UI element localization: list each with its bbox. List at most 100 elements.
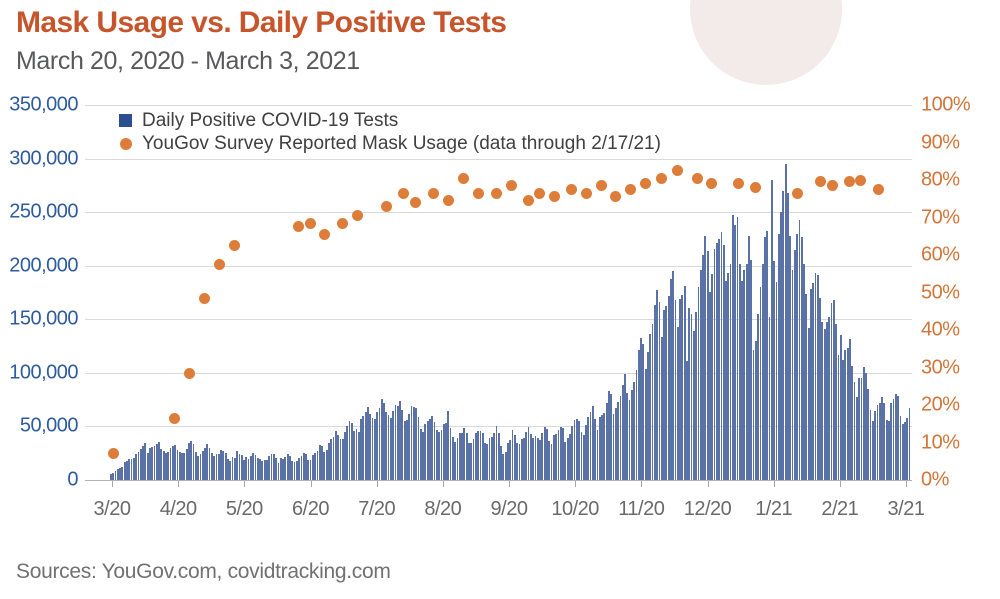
daily-tests-bar (890, 403, 893, 480)
x-axis-tickmark (641, 481, 643, 487)
daily-tests-bar (206, 444, 209, 480)
mask-usage-dot (672, 165, 684, 177)
daily-tests-bar (355, 429, 358, 480)
daily-tests-bar (610, 394, 613, 480)
daily-tests-bar (663, 310, 665, 480)
daily-tests-bar (846, 348, 849, 480)
daily-tests-bar (346, 426, 349, 480)
daily-tests-bar (261, 461, 264, 480)
daily-tests-bar (635, 370, 638, 480)
daily-tests-bar (897, 396, 899, 480)
daily-tests-bar (458, 433, 461, 480)
daily-tests-bar (231, 457, 234, 480)
daily-tests-bar (318, 445, 321, 480)
dot-series-swatch-icon (120, 137, 132, 150)
daily-tests-bar (240, 455, 243, 480)
daily-tests-bar (596, 430, 599, 480)
daily-tests-bar (220, 450, 222, 480)
daily-tests-bar (830, 303, 833, 480)
daily-tests-bar (451, 437, 454, 480)
daily-tests-bar (575, 419, 578, 480)
y-axis-right-tick-label: 50% (921, 281, 960, 303)
daily-tests-bar (688, 308, 691, 480)
daily-tests-bar (456, 438, 459, 480)
daily-tests-bar (901, 424, 904, 480)
daily-tests-bar (876, 405, 879, 480)
daily-tests-bar (819, 298, 821, 480)
daily-tests-bar (236, 451, 238, 480)
daily-tests-bar (513, 435, 516, 480)
mask-usage-dot (229, 240, 241, 252)
x-axis-tick-label: 6/20 (292, 498, 329, 520)
daily-tests-bar (536, 438, 539, 480)
mask-usage-dot (319, 228, 331, 240)
y-axis-left-tick-label: 200,000 (9, 254, 78, 277)
x-axis-tickmark (906, 481, 907, 487)
gridline (85, 426, 912, 428)
x-axis-tick-label: 9/20 (490, 498, 528, 520)
daily-tests-bar (725, 281, 727, 480)
mask-usage-dot (640, 178, 652, 190)
daily-tests-bar (213, 456, 216, 480)
x-axis-tickmark (310, 481, 312, 487)
mask-usage-dot (352, 210, 364, 222)
mask-usage-dot (336, 217, 348, 229)
daily-tests-bar (155, 444, 158, 480)
daily-tests-bar (906, 418, 909, 480)
daily-tests-bar (881, 397, 883, 480)
daily-tests-bar (752, 350, 755, 480)
daily-tests-bar (153, 446, 156, 480)
daily-tests-bar (651, 324, 654, 480)
x-axis-tick-label: 10/20 (551, 498, 599, 520)
daily-tests-bar (587, 417, 590, 480)
daily-tests-bar (502, 454, 505, 480)
daily-tests-bar (474, 433, 477, 480)
daily-tests-bar (761, 264, 764, 480)
daily-tests-bar (908, 408, 911, 480)
mask-usage-dot (814, 176, 826, 188)
daily-tests-bar (633, 382, 636, 480)
x-axis-tick-label: 8/20 (424, 498, 462, 520)
daily-tests-bar (484, 443, 486, 480)
daily-tests-bar (660, 337, 663, 480)
daily-tests-bar (665, 306, 668, 480)
daily-tests-bar (681, 295, 684, 480)
daily-tests-bar (775, 282, 778, 480)
daily-tests-bar (422, 432, 424, 480)
daily-tests-bar (757, 314, 759, 480)
daily-tests-bar (178, 452, 181, 480)
daily-tests-bar (222, 451, 225, 480)
daily-tests-bar (736, 217, 739, 480)
x-axis-tick-label: 7/20 (358, 498, 396, 520)
mask-usage-dot (596, 180, 608, 192)
mask-usage-dot (750, 182, 762, 193)
daily-tests-bar (401, 410, 404, 480)
daily-tests-bar (438, 432, 440, 480)
daily-tests-bar (619, 396, 622, 480)
daily-tests-bar (477, 431, 479, 480)
mask-usage-dot (873, 183, 885, 195)
daily-tests-bar (885, 420, 888, 480)
daily-tests-bar (557, 430, 560, 480)
daily-tests-bar (628, 400, 631, 480)
daily-tests-bar (314, 453, 317, 480)
y-axis-right-tick-label: 70% (921, 206, 960, 228)
daily-tests-bar (470, 443, 473, 480)
mask-usage-dot (610, 191, 622, 203)
daily-tests-bar (500, 446, 502, 480)
legend-label: YouGov Survey Reported Mask Usage (data … (142, 132, 661, 154)
daily-tests-bar (780, 212, 782, 480)
daily-tests-bar (468, 443, 470, 480)
daily-tests-bar (601, 415, 603, 480)
legend-label: Daily Positive COVID-19 Tests (142, 109, 399, 131)
y-axis-left-tick-label: 150,000 (9, 307, 78, 330)
daily-tests-bar (123, 462, 126, 480)
daily-tests-bar (167, 452, 170, 480)
daily-tests-bar (169, 448, 172, 480)
daily-tests-bar (490, 437, 493, 480)
daily-tests-bar (855, 397, 858, 480)
daily-tests-bar (250, 456, 252, 480)
daily-tests-bar (580, 432, 583, 480)
daily-tests-bar (488, 438, 491, 480)
daily-tests-bar (286, 454, 289, 480)
